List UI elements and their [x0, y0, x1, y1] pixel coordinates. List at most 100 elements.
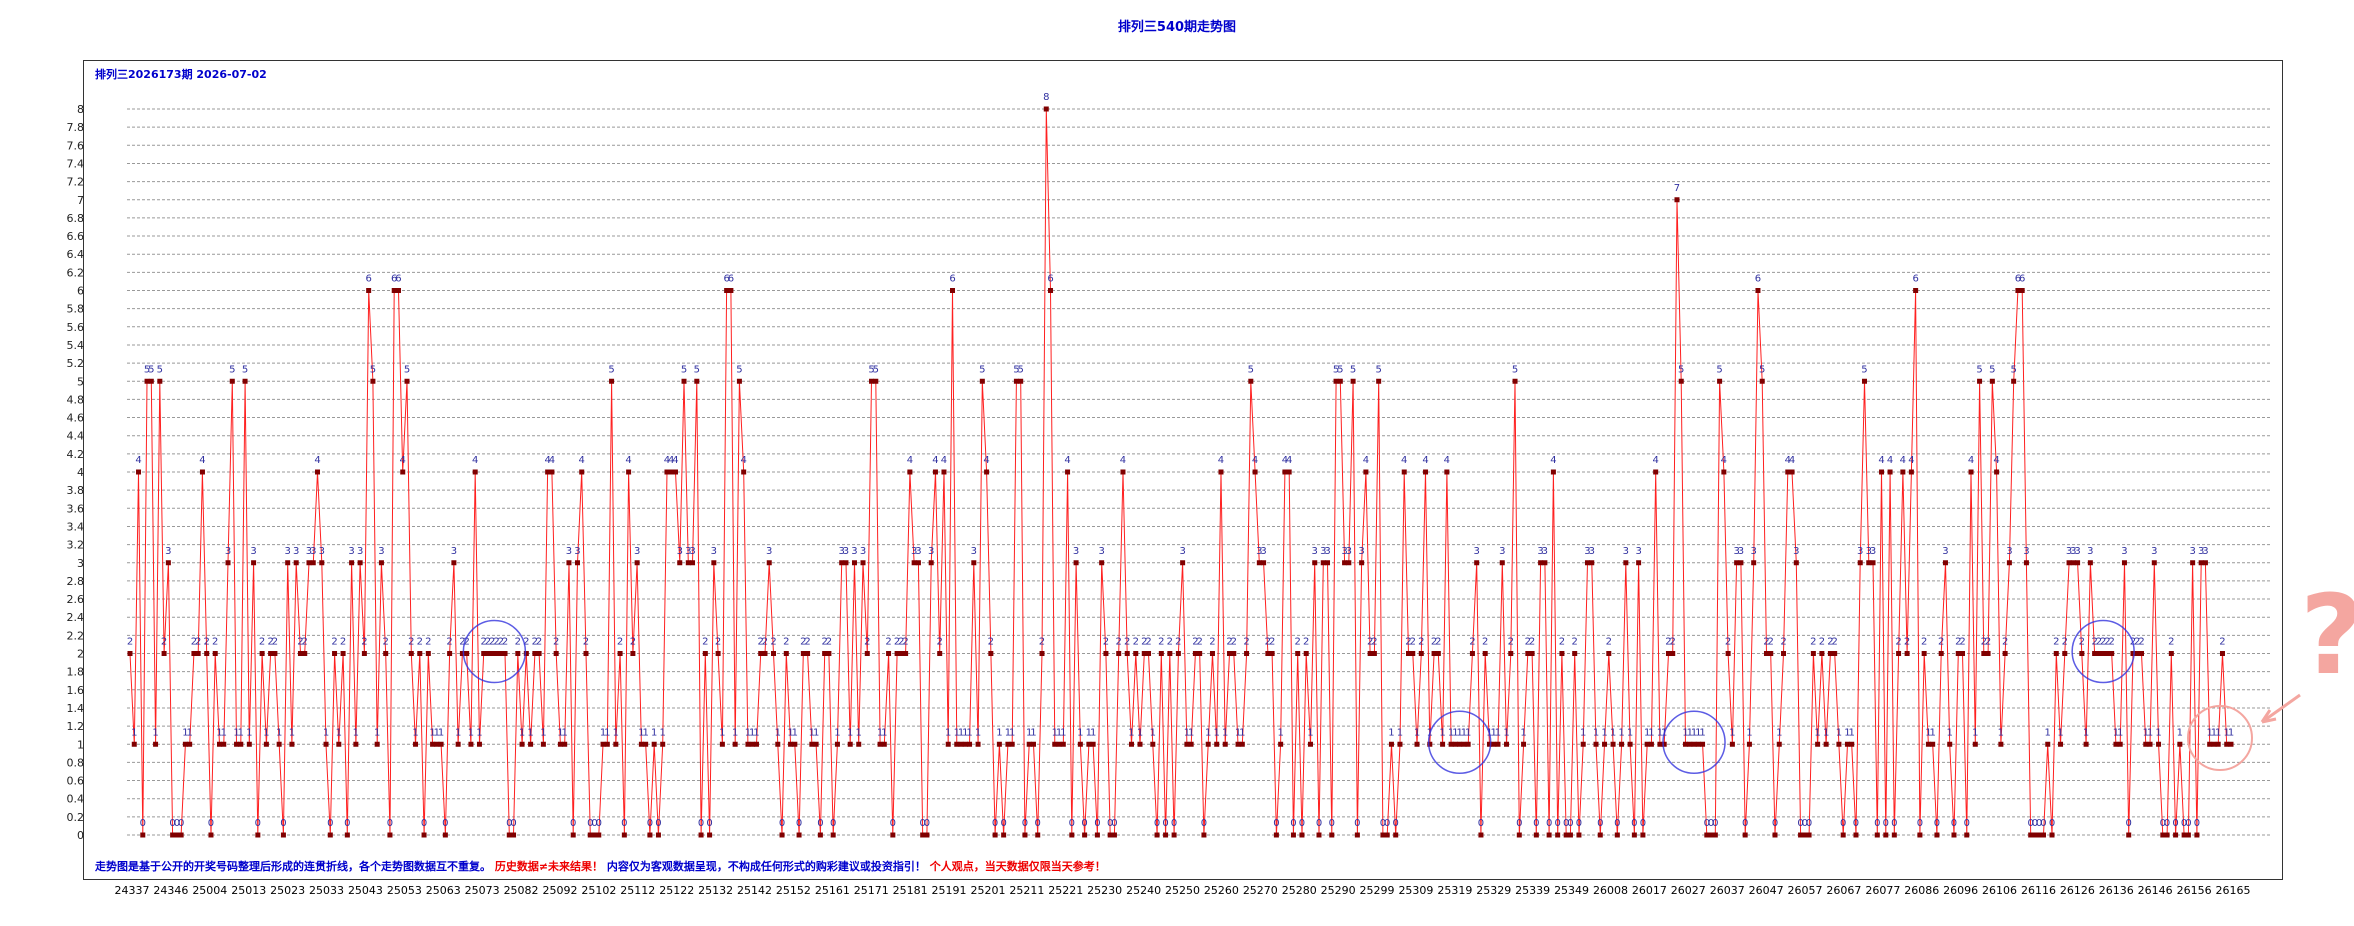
data-label: 3	[1179, 546, 1185, 557]
y-tick-label: 4.2	[67, 448, 85, 461]
data-label: 1	[1929, 727, 1935, 738]
data-label: 0	[830, 818, 836, 829]
data-label: 5	[1337, 364, 1343, 375]
data-point	[992, 832, 998, 838]
data-point	[1823, 741, 1829, 747]
data-label: 0	[1554, 818, 1560, 829]
data-label: 2	[821, 637, 827, 648]
data-point	[937, 651, 943, 656]
data-label: 2	[1725, 637, 1731, 648]
data-label: 2	[1606, 637, 1612, 648]
data-label: 5	[1716, 364, 1722, 375]
data-label: 2	[2219, 637, 2225, 648]
data-label: 4	[664, 455, 670, 466]
y-tick-label: 6.2	[67, 266, 85, 279]
data-label: 0	[1081, 818, 1087, 829]
data-point	[869, 378, 875, 384]
data-label: 1	[613, 727, 619, 738]
data-label: 1	[1687, 727, 1693, 738]
data-point	[596, 832, 602, 838]
data-label: 0	[621, 818, 627, 829]
data-point	[996, 741, 1002, 747]
data-label: 4	[1363, 455, 1369, 466]
data-label: 1	[1439, 727, 1445, 738]
x-tick-label: 26165	[2216, 884, 2251, 897]
data-point	[1900, 469, 1906, 475]
data-point	[425, 651, 431, 656]
data-label: 3	[971, 546, 977, 557]
data-label: 1	[238, 727, 244, 738]
data-point	[1486, 741, 1492, 747]
data-point	[1448, 741, 1454, 747]
data-label: 1	[753, 727, 759, 738]
data-label: 5	[144, 364, 150, 375]
data-point	[1516, 832, 1522, 838]
data-label: 0	[169, 818, 175, 829]
data-label: 2	[493, 637, 499, 648]
data-point	[523, 651, 529, 656]
data-point	[1482, 651, 1488, 656]
data-label: 1	[1005, 727, 1011, 738]
data-label: 4	[549, 455, 555, 466]
data-label: 3	[1733, 546, 1739, 557]
data-label: 2	[902, 637, 908, 648]
data-point	[1648, 741, 1654, 747]
data-label: 0	[1712, 818, 1718, 829]
data-label: 2	[1985, 637, 1991, 648]
data-label: 1	[1776, 727, 1782, 738]
data-point	[395, 288, 401, 293]
data-point	[455, 741, 461, 747]
data-label: 1	[958, 727, 964, 738]
x-tick-label: 26136	[2099, 884, 2134, 897]
data-label: 2	[446, 637, 452, 648]
data-label: 5	[868, 364, 874, 375]
data-label: 0	[1162, 818, 1168, 829]
data-point	[1738, 560, 1744, 566]
data-point	[1849, 741, 1855, 747]
data-point	[1048, 288, 1054, 293]
data-point	[1030, 741, 1036, 747]
data-label: 1	[1648, 727, 1654, 738]
data-point	[1734, 560, 1740, 566]
data-point	[1086, 741, 1092, 747]
data-point	[1371, 651, 1377, 656]
data-label: 2	[1819, 637, 1825, 648]
data-point	[1499, 560, 1505, 566]
data-point	[1461, 741, 1467, 747]
x-tick-label: 25013	[231, 884, 266, 897]
data-label: 2	[2079, 637, 2085, 648]
x-tick-label: 25211	[1009, 884, 1044, 897]
data-point	[1018, 378, 1024, 384]
data-label: 2	[702, 637, 708, 648]
data-label: 0	[1772, 818, 1778, 829]
data-label: 4	[472, 455, 478, 466]
data-point	[817, 832, 823, 838]
data-point	[1188, 741, 1194, 747]
data-point	[1559, 651, 1565, 656]
data-label: 4	[1887, 455, 1893, 466]
data-label: 3	[2006, 546, 2012, 557]
data-label: 4	[1218, 455, 1224, 466]
note-part4: 个人观点，当天数据仅限当天参考！	[929, 860, 1106, 873]
data-label: 0	[2172, 818, 2178, 829]
x-tick-label: 25230	[1087, 884, 1122, 897]
data-point	[221, 741, 227, 747]
data-point	[1938, 651, 1944, 656]
data-label: 2	[1665, 637, 1671, 648]
y-tick-label: 6.6	[67, 230, 85, 243]
data-label: 0	[2164, 818, 2170, 829]
data-point	[979, 378, 985, 384]
data-label: 1	[434, 727, 440, 738]
data-label: 5	[229, 364, 235, 375]
data-label: 0	[2185, 818, 2191, 829]
data-point	[1231, 651, 1237, 656]
data-label: 1	[1682, 727, 1688, 738]
data-point	[2173, 832, 2179, 838]
data-point	[1640, 832, 1646, 838]
data-point	[2109, 651, 2115, 656]
data-label: 1	[2224, 727, 2230, 738]
data-point	[1405, 651, 1411, 656]
data-point	[1683, 741, 1689, 747]
data-point	[860, 560, 866, 566]
data-point	[515, 651, 521, 656]
